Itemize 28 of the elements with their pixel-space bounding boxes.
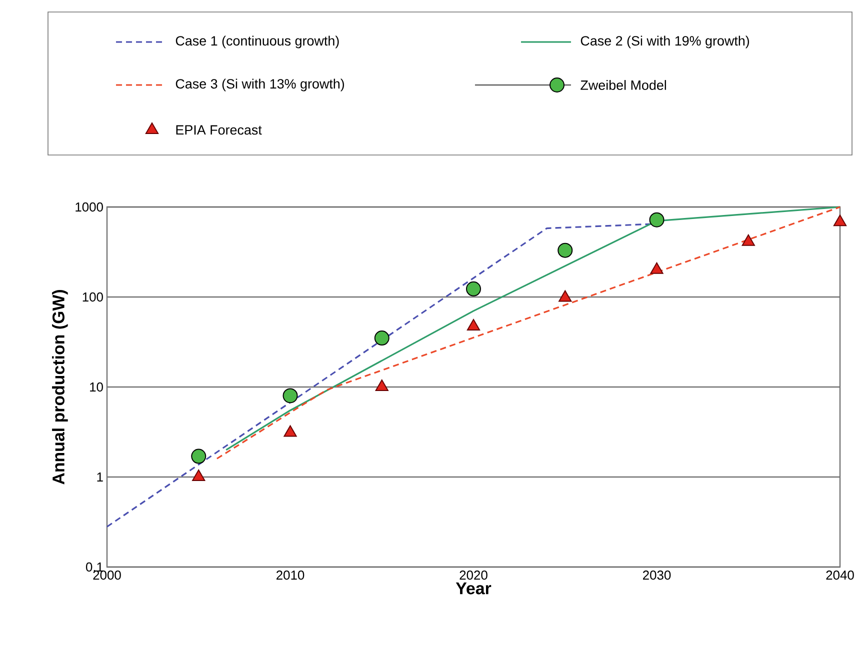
legend-label: Case 2 (Si with 19% growth) xyxy=(580,36,750,48)
point xyxy=(742,234,755,246)
y-axis-title: Annual production (GW) xyxy=(52,290,68,484)
x-tick-label: 2000 xyxy=(93,570,121,580)
x-tick-label: 2030 xyxy=(643,570,671,580)
point xyxy=(650,262,664,274)
y-tick-label: 10 xyxy=(90,382,103,392)
point xyxy=(466,319,480,331)
y-tick-label: 1000 xyxy=(76,202,103,212)
x-tick-label: 2040 xyxy=(826,570,854,580)
y-tick-label: 1 xyxy=(97,472,103,482)
point xyxy=(466,281,482,296)
y-tick-label: 0.1 xyxy=(86,562,103,572)
legend-label: Case 3 (Si with 13% growth) xyxy=(176,78,344,92)
point xyxy=(375,380,388,391)
x-tick-label: 2010 xyxy=(276,570,304,580)
y-tick-label: 100 xyxy=(82,292,103,302)
point xyxy=(833,214,847,226)
legend-label: EPIA Forecast xyxy=(176,125,262,135)
x-tick-label: 2020 xyxy=(460,570,488,580)
point xyxy=(192,470,206,481)
point xyxy=(558,242,573,258)
point xyxy=(649,212,664,228)
x-axis-title: Year xyxy=(456,582,492,594)
point xyxy=(284,425,297,437)
point xyxy=(558,290,572,302)
legend-label: Case 1 (continuous growth) xyxy=(176,36,339,48)
legend-label: Zweibel Model xyxy=(580,80,666,90)
